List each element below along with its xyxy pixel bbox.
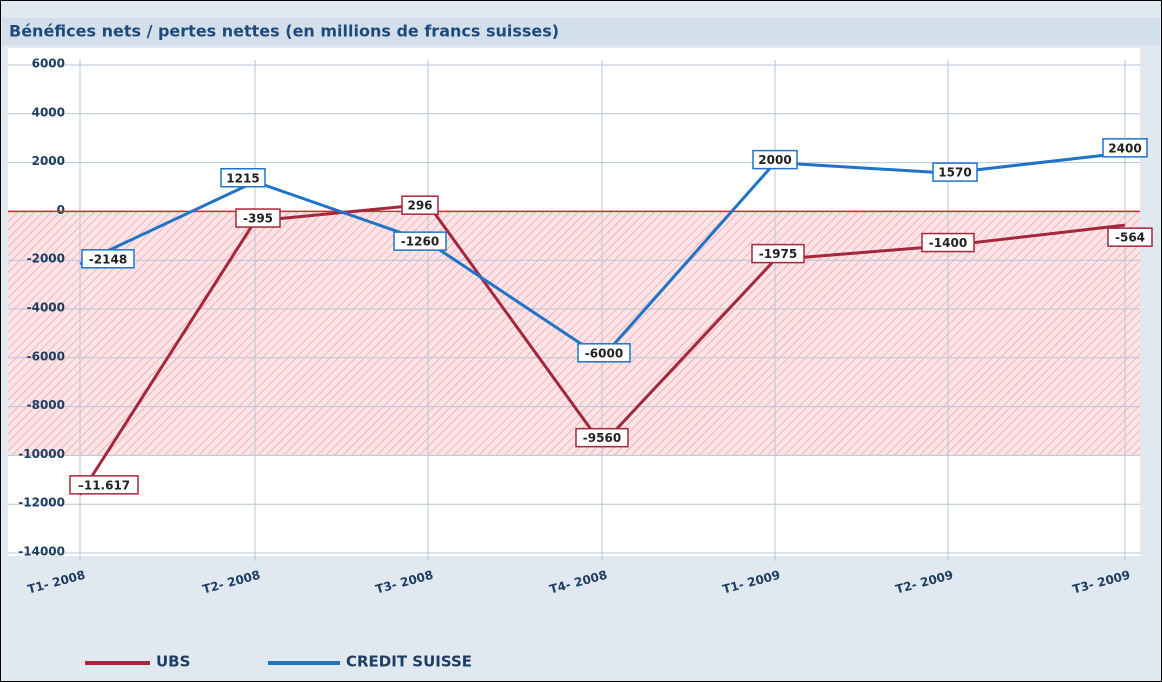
data-label: -1400 — [929, 236, 967, 250]
label-box — [220, 168, 266, 188]
title-bar — [2, 18, 1160, 45]
label-box — [932, 162, 978, 182]
label-box — [575, 427, 629, 448]
x-tick-label: T2- 2008 — [201, 568, 262, 597]
x-tick-label: T1- 2008 — [26, 568, 87, 597]
y-tick-label: -12000 — [18, 496, 65, 510]
y-tick-label: 6000 — [32, 57, 65, 71]
data-label: -1260 — [401, 235, 439, 249]
x-tick-label: T1- 2009 — [721, 568, 782, 597]
data-label: 296 — [407, 199, 432, 213]
data-label: -1975 — [759, 247, 797, 261]
x-tick-label: T3- 2008 — [374, 568, 435, 597]
label-box — [69, 475, 139, 495]
label-box — [235, 208, 281, 228]
label-box — [1102, 138, 1148, 158]
data-label: -395 — [243, 212, 273, 226]
y-tick-label: -10000 — [18, 447, 65, 461]
data-label: 1215 — [226, 171, 259, 185]
label-box — [401, 195, 439, 215]
label-box — [393, 231, 447, 251]
y-tick-label: 2000 — [32, 154, 65, 168]
label-box — [752, 149, 798, 170]
y-tick-label: -4000 — [27, 301, 65, 315]
chart-title: Bénéfices nets / pertes nettes (en milli… — [9, 22, 559, 41]
y-tick-label: 0 — [57, 203, 65, 217]
data-label: 2000 — [758, 153, 791, 167]
label-box — [81, 249, 135, 269]
data-label: -564 — [1115, 231, 1145, 245]
y-tick-label: 4000 — [32, 105, 65, 119]
label-box — [921, 232, 975, 253]
y-tick-label: -2000 — [27, 252, 65, 266]
label-box — [751, 243, 805, 264]
x-tick-label: T2- 2009 — [894, 568, 955, 597]
x-tick-label: T3- 2009 — [1071, 568, 1132, 597]
data-label: -6000 — [585, 346, 623, 360]
x-tick-label: T4- 2008 — [548, 568, 609, 597]
legend-label: UBS — [156, 653, 190, 671]
y-tick-label: -6000 — [27, 349, 65, 363]
data-label: -2148 — [89, 252, 127, 266]
data-label: 2400 — [1108, 141, 1141, 155]
data-label: -9560 — [583, 431, 621, 445]
legend-label: CREDIT SUISSE — [346, 653, 472, 671]
label-box — [1107, 227, 1153, 247]
y-tick-label: -14000 — [18, 545, 65, 559]
data-label: 1570 — [938, 166, 971, 180]
y-tick-label: -8000 — [27, 398, 65, 412]
data-label: –11.617 — [78, 478, 130, 492]
label-box — [577, 343, 631, 363]
